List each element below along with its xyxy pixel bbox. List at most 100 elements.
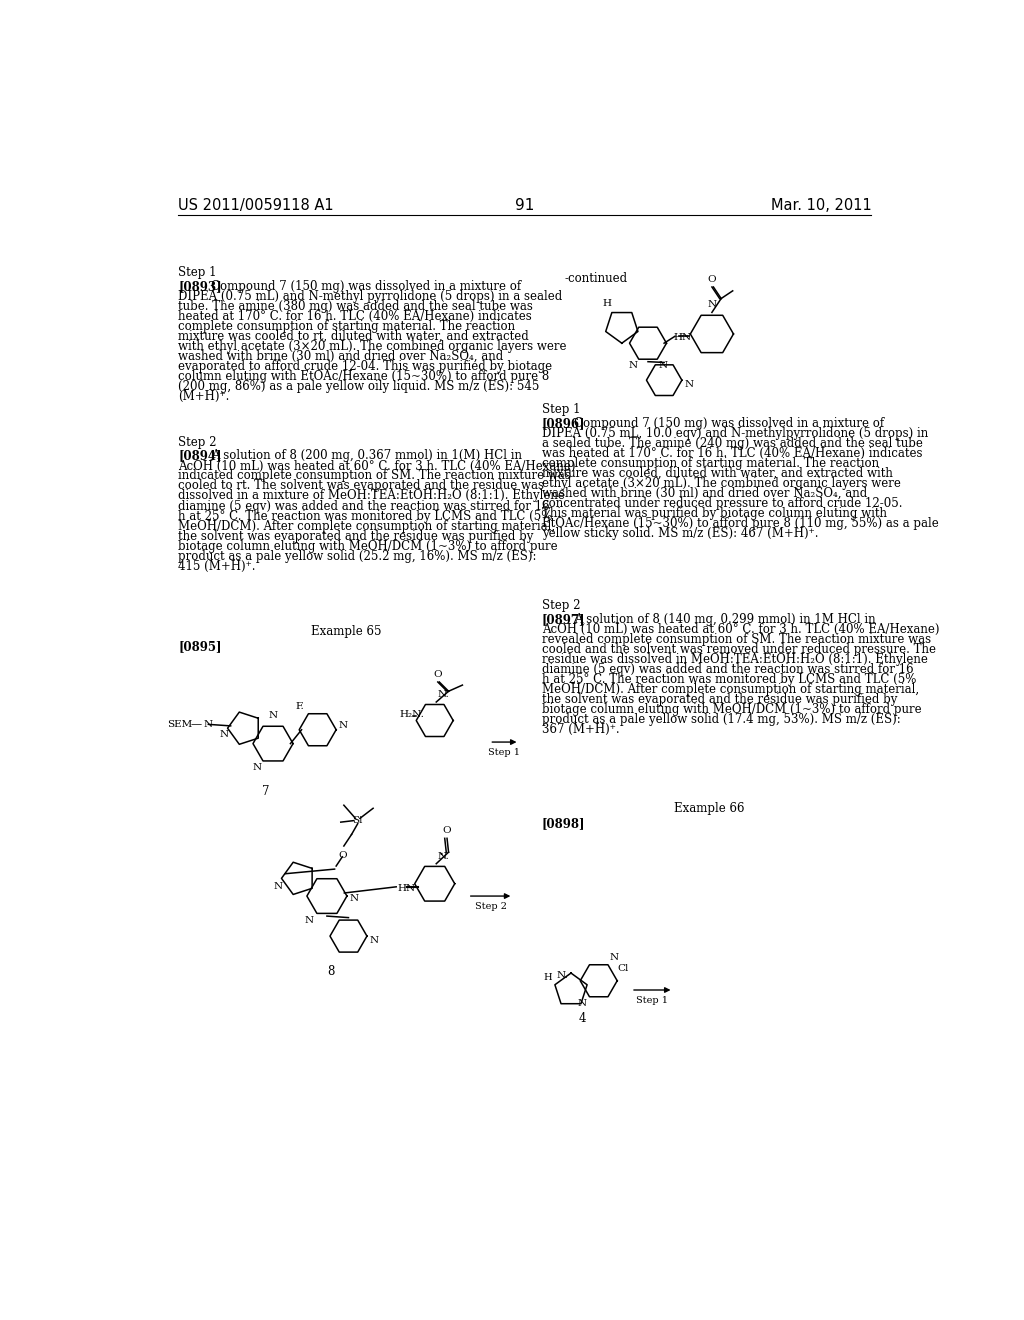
Text: mixture was cooled, diluted with water, and extracted with: mixture was cooled, diluted with water, …	[542, 467, 893, 480]
Text: N: N	[370, 936, 379, 945]
Text: Compound 7 (150 mg) was dissolved in a mixture of: Compound 7 (150 mg) was dissolved in a m…	[574, 417, 885, 430]
Text: Step 2: Step 2	[474, 903, 507, 911]
Text: biotage column eluting with MeOH/DCM (1~3%) to afford pure: biotage column eluting with MeOH/DCM (1~…	[178, 540, 558, 553]
Text: evaporated to afford crude 12-04. This was purified by biotage: evaporated to afford crude 12-04. This w…	[178, 360, 552, 374]
Text: A solution of 8 (140 mg, 0.299 mmol) in 1M HCl in: A solution of 8 (140 mg, 0.299 mmol) in …	[574, 612, 876, 626]
Text: ethyl acetate (3×20 mL). The combined organic layers were: ethyl acetate (3×20 mL). The combined or…	[542, 478, 901, 490]
Text: Cl: Cl	[617, 964, 629, 973]
Text: with ethyl acetate (3×20 mL). The combined organic layers were: with ethyl acetate (3×20 mL). The combin…	[178, 341, 567, 354]
Text: cooled to rt. The solvent was evaporated and the residue was: cooled to rt. The solvent was evaporated…	[178, 479, 545, 492]
Text: [0896]: [0896]	[542, 417, 586, 430]
Text: cooled and the solvent was removed under reduced pressure. The: cooled and the solvent was removed under…	[542, 643, 936, 656]
Text: O: O	[442, 826, 452, 836]
Text: US 2011/0059118 A1: US 2011/0059118 A1	[178, 198, 334, 214]
Text: the solvent was evaporated and the residue was purified by: the solvent was evaporated and the resid…	[542, 693, 897, 706]
Text: -continued: -continued	[565, 272, 628, 285]
Text: Si: Si	[352, 816, 362, 825]
Text: Step 1: Step 1	[178, 267, 217, 280]
Text: complete consumption of starting material. The reaction: complete consumption of starting materia…	[542, 457, 879, 470]
Text: HN: HN	[397, 884, 416, 892]
Text: This material was purified by biotage column eluting with: This material was purified by biotage co…	[542, 507, 887, 520]
Text: N: N	[628, 360, 637, 370]
Text: O: O	[708, 275, 716, 284]
Text: residue was dissolved in MeOH:TEA:EtOH:H₂O (8:1:1). Ethylene: residue was dissolved in MeOH:TEA:EtOH:H…	[542, 653, 928, 665]
Text: N: N	[339, 721, 347, 730]
Text: (200 mg, 86%) as a pale yellow oily liquid. MS m/z (ES): 545: (200 mg, 86%) as a pale yellow oily liqu…	[178, 380, 540, 393]
Text: N.: N.	[556, 972, 568, 979]
Text: product as a pale yellow solid (25.2 mg, 16%). MS m/z (ES):: product as a pale yellow solid (25.2 mg,…	[178, 549, 537, 562]
Text: washed with brine (30 ml) and dried over Na₂SO₄, and: washed with brine (30 ml) and dried over…	[178, 350, 504, 363]
Text: N: N	[578, 999, 587, 1008]
Text: O: O	[338, 850, 346, 859]
Text: O: O	[433, 671, 442, 678]
Text: Step 1: Step 1	[488, 748, 520, 758]
Text: [0897]: [0897]	[542, 612, 586, 626]
Text: column eluting with EtOAc/Hexane (15~30%) to afford pure 8: column eluting with EtOAc/Hexane (15~30%…	[178, 370, 550, 383]
Text: N: N	[252, 763, 261, 772]
Text: [0894]: [0894]	[178, 449, 222, 462]
Text: EtOAc/Hexane (15~30%) to afford pure 8 (110 mg, 55%) as a pale: EtOAc/Hexane (15~30%) to afford pure 8 (…	[542, 517, 938, 531]
Text: Step 2: Step 2	[178, 436, 217, 449]
Text: N: N	[268, 711, 278, 721]
Text: N: N	[684, 380, 693, 388]
Text: Compound 7 (150 mg) was dissolved in a mixture of: Compound 7 (150 mg) was dissolved in a m…	[211, 280, 521, 293]
Text: indicated complete consumption of SM. The reaction mixture was: indicated complete consumption of SM. Th…	[178, 470, 571, 483]
Text: concentrated under reduced pressure to afford crude 12-05.: concentrated under reduced pressure to a…	[542, 498, 902, 511]
Text: washed with brine (30 ml) and dried over Na₂SO₄, and: washed with brine (30 ml) and dried over…	[542, 487, 867, 500]
Text: (M+H)⁺.: (M+H)⁺.	[178, 391, 229, 403]
Text: —: —	[190, 719, 202, 730]
Text: 415 (M+H)⁺.: 415 (M+H)⁺.	[178, 560, 256, 573]
Text: Step 1: Step 1	[636, 997, 669, 1005]
Text: complete consumption of starting material. The reaction: complete consumption of starting materia…	[178, 321, 515, 333]
Text: N.: N.	[437, 851, 449, 861]
Text: N: N	[349, 894, 358, 903]
Text: h at 25° C. The reaction was monitored by LCMS and TLC (5%: h at 25° C. The reaction was monitored b…	[178, 510, 553, 523]
Text: diamine (5 eqv) was added and the reaction was stirred for 16: diamine (5 eqv) was added and the reacti…	[542, 663, 913, 676]
Text: biotage column eluting with MeOH/DCM (1~3%) to afford pure: biotage column eluting with MeOH/DCM (1~…	[542, 702, 922, 715]
Text: h at 25° C. The reaction was monitored by LCMS and TLC (5%: h at 25° C. The reaction was monitored b…	[542, 673, 916, 686]
Text: mixture was cooled to rt, diluted with water, and extracted: mixture was cooled to rt, diluted with w…	[178, 330, 529, 343]
Text: 91: 91	[515, 198, 535, 214]
Text: was heated at 170° C. for 16 h. TLC (40% EA/Hexane) indicates: was heated at 170° C. for 16 h. TLC (40%…	[542, 447, 923, 461]
Text: dissolved in a mixture of MeOH:TEA:EtOH:H₂O (8:1:1). Ethylene: dissolved in a mixture of MeOH:TEA:EtOH:…	[178, 490, 565, 503]
Text: 4: 4	[579, 1011, 587, 1024]
Text: HN: HN	[674, 334, 691, 342]
Text: [0895]: [0895]	[178, 640, 222, 653]
Text: A solution of 8 (200 mg, 0.367 mmol) in 1(M) HCl in: A solution of 8 (200 mg, 0.367 mmol) in …	[211, 449, 521, 462]
Text: revealed complete consumption of SM. The reaction mixture was: revealed complete consumption of SM. The…	[542, 632, 931, 645]
Text: the solvent was evaporated and the residue was purified by: the solvent was evaporated and the resid…	[178, 529, 534, 543]
Text: DIPEA (0.75 mL, 10.0 eqv) and N-methylpyrrolidone (5 drops) in: DIPEA (0.75 mL, 10.0 eqv) and N-methylpy…	[542, 428, 928, 440]
Text: yellow sticky solid. MS m/z (ES): 467 (M+H)⁺.: yellow sticky solid. MS m/z (ES): 467 (M…	[542, 527, 818, 540]
Text: N: N	[204, 719, 213, 729]
Text: a sealed tube. The amine (240 mg) was added and the seal tube: a sealed tube. The amine (240 mg) was ad…	[542, 437, 923, 450]
Text: N: N	[708, 301, 717, 309]
Text: H₂N.: H₂N.	[399, 710, 424, 719]
Text: Step 2: Step 2	[542, 599, 581, 612]
Text: Step 1: Step 1	[542, 404, 581, 416]
Text: Mar. 10, 2011: Mar. 10, 2011	[770, 198, 871, 214]
Text: tube. The amine (380 mg) was added and the seal tube was: tube. The amine (380 mg) was added and t…	[178, 300, 534, 313]
Text: N: N	[609, 953, 618, 961]
Text: [0893]: [0893]	[178, 280, 222, 293]
Text: 367 (M+H)⁺.: 367 (M+H)⁺.	[542, 723, 620, 735]
Text: N.: N.	[437, 690, 449, 700]
Text: 8: 8	[327, 965, 335, 978]
Text: heated at 170° C. for 16 h. TLC (40% EA/Hexane) indicates: heated at 170° C. for 16 h. TLC (40% EA/…	[178, 310, 532, 323]
Text: Example 66: Example 66	[674, 803, 744, 816]
Text: MeOH/DCM). After complete consumption of starting material,: MeOH/DCM). After complete consumption of…	[542, 682, 919, 696]
Text: F.: F.	[296, 702, 304, 710]
Text: product as a pale yellow solid (17.4 mg, 53%). MS m/z (ES):: product as a pale yellow solid (17.4 mg,…	[542, 713, 900, 726]
Text: .: .	[438, 841, 443, 859]
Text: N: N	[305, 916, 313, 925]
Text: N: N	[273, 882, 283, 891]
Text: DIPEA (0.75 mL) and N-methyl pyrrolidone (5 drops) in a sealed: DIPEA (0.75 mL) and N-methyl pyrrolidone…	[178, 290, 562, 304]
Text: AcOH (10 mL) was heated at 60° C. for 3 h. TLC (40% EA/Hexane): AcOH (10 mL) was heated at 60° C. for 3 …	[542, 623, 939, 636]
Text: SEM: SEM	[167, 719, 193, 729]
Text: diamine (5 eqv) was added and the reaction was stirred for 16: diamine (5 eqv) was added and the reacti…	[178, 499, 550, 512]
Text: Example 65: Example 65	[310, 626, 381, 638]
Text: [0898]: [0898]	[542, 817, 586, 830]
Text: 7: 7	[261, 785, 269, 799]
Text: H: H	[603, 298, 611, 308]
Text: N: N	[220, 730, 229, 739]
Text: MeOH/DCM). After complete consumption of starting material,: MeOH/DCM). After complete consumption of…	[178, 520, 555, 532]
